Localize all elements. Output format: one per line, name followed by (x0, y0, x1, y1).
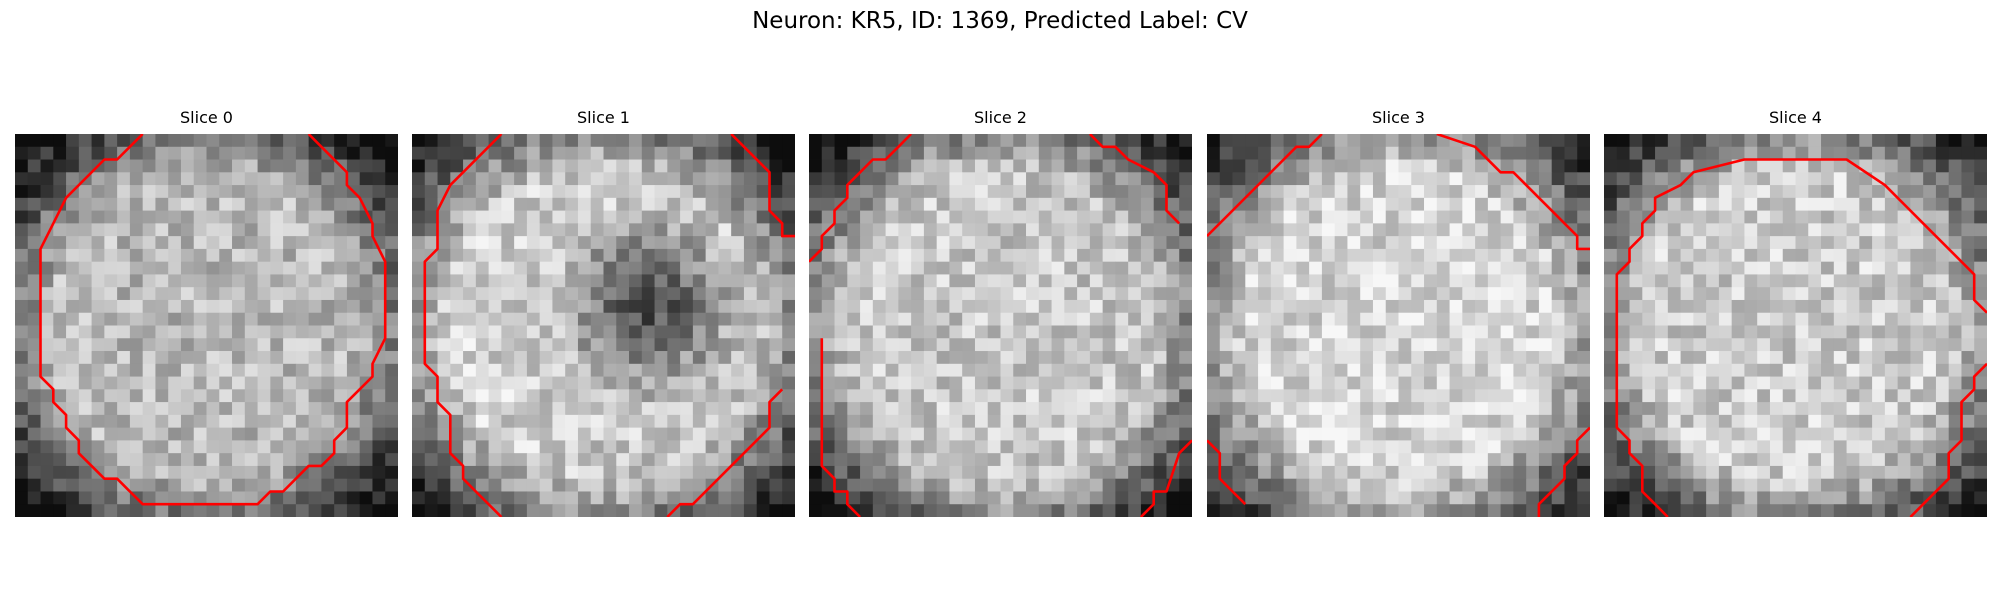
slice-image-3 (1207, 134, 1590, 517)
slice-title-4: Slice 4 (1769, 108, 1822, 127)
contour-line-4-0 (1615, 158, 1987, 517)
slice-panel-1: Slice 1 (412, 108, 795, 517)
contour-line-2-1 (809, 134, 913, 263)
slice-panel-4: Slice 4 (1604, 108, 1987, 517)
contour-line-3-3 (1537, 426, 1590, 517)
slice-heatmap-0 (15, 134, 398, 517)
contour-line-1-0 (423, 134, 503, 517)
slice-image-2 (809, 134, 1192, 517)
slice-image-1 (412, 134, 795, 517)
contour-line-1-2 (666, 388, 784, 517)
contour-line-2-2 (1088, 134, 1181, 225)
slice-image-0 (15, 134, 398, 517)
contour-line-2-3 (1139, 439, 1192, 517)
contour-line-1-1 (730, 134, 795, 238)
slice-image-4 (1604, 134, 1987, 517)
slice-heatmap-4 (1604, 134, 1987, 517)
slice-heatmap-1 (412, 134, 795, 517)
slice-title-2: Slice 2 (974, 108, 1027, 127)
contour-line-0-0 (39, 134, 387, 506)
slice-title-1: Slice 1 (577, 108, 630, 127)
contour-line-2-0 (820, 338, 862, 517)
contour-line-3-0 (1207, 134, 1323, 238)
slice-heatmap-3 (1207, 134, 1590, 517)
contour-line-3-1 (1436, 134, 1590, 251)
slice-heatmap-2 (809, 134, 1192, 517)
slice-panel-0: Slice 0 (15, 108, 398, 517)
slice-panel-3: Slice 3 (1207, 108, 1590, 517)
slice-title-3: Slice 3 (1372, 108, 1425, 127)
contour-line-3-2 (1207, 439, 1247, 506)
slice-title-0: Slice 0 (180, 108, 233, 127)
figure-title: Neuron: KR5, ID: 1369, Predicted Label: … (752, 8, 1248, 34)
slice-panel-2: Slice 2 (809, 108, 1192, 517)
contour-line-4-1 (1909, 362, 1987, 517)
